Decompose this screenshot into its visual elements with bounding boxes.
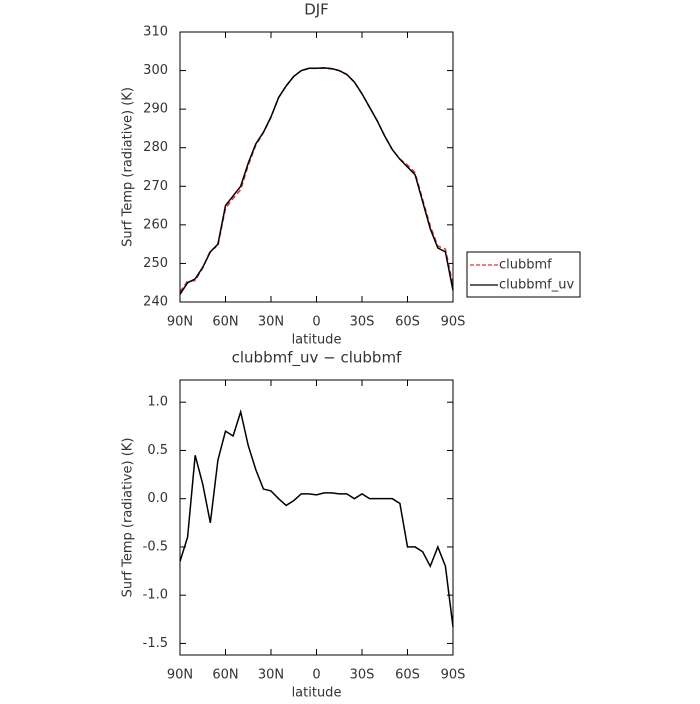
x-tick-label: 90N (167, 668, 193, 683)
y-tick-label: 310 (143, 25, 168, 40)
y-tick-label: -1.0 (143, 588, 168, 603)
legend-label: clubbmf_uv (499, 278, 574, 293)
x-tick-label: 30N (258, 315, 284, 330)
y-axis-label: Surf Temp (radiative) (K) (121, 438, 136, 598)
legend-label: clubbmf (499, 258, 552, 273)
x-tick-label: 90N (167, 315, 193, 330)
x-axis-label: latitude (292, 333, 342, 348)
y-tick-label: 0.0 (147, 491, 168, 506)
plot-frame (179, 31, 454, 303)
x-tick-label: 60S (395, 315, 420, 330)
x-tick-label: 60S (395, 668, 420, 683)
y-tick-label: 240 (143, 295, 168, 310)
y-tick-label: 0.5 (147, 443, 168, 458)
x-tick-label: 60N (212, 668, 238, 683)
y-tick-label: 270 (143, 179, 168, 194)
data-line (179, 67, 454, 295)
y-tick-label: 280 (143, 140, 168, 155)
y-tick-label: 290 (143, 102, 168, 117)
x-tick-label: 30N (258, 668, 284, 683)
y-axis-label: Surf Temp (radiative) (K) (121, 87, 136, 247)
legend-box (466, 251, 581, 298)
y-tick-label: 300 (143, 63, 168, 78)
x-tick-label: 60N (212, 315, 238, 330)
y-tick-label: -1.5 (143, 636, 168, 651)
y-tick-label: -0.5 (143, 539, 168, 554)
panel-title: DJF (304, 1, 329, 19)
x-tick-label: 0 (312, 315, 320, 330)
data-line (179, 67, 454, 293)
x-axis-label: latitude (292, 686, 342, 701)
y-tick-label: 250 (143, 256, 168, 271)
x-tick-label: 0 (312, 668, 320, 683)
plot-frame (179, 379, 454, 656)
panel-title: clubbmf_uv − clubbmf (232, 349, 402, 368)
x-tick-label: 90S (441, 668, 466, 683)
x-tick-label: 90S (441, 315, 466, 330)
data-line (179, 408, 454, 628)
x-tick-label: 30S (350, 668, 375, 683)
y-tick-label: 260 (143, 217, 168, 232)
y-tick-label: 1.0 (147, 395, 168, 410)
x-tick-label: 30S (350, 315, 375, 330)
